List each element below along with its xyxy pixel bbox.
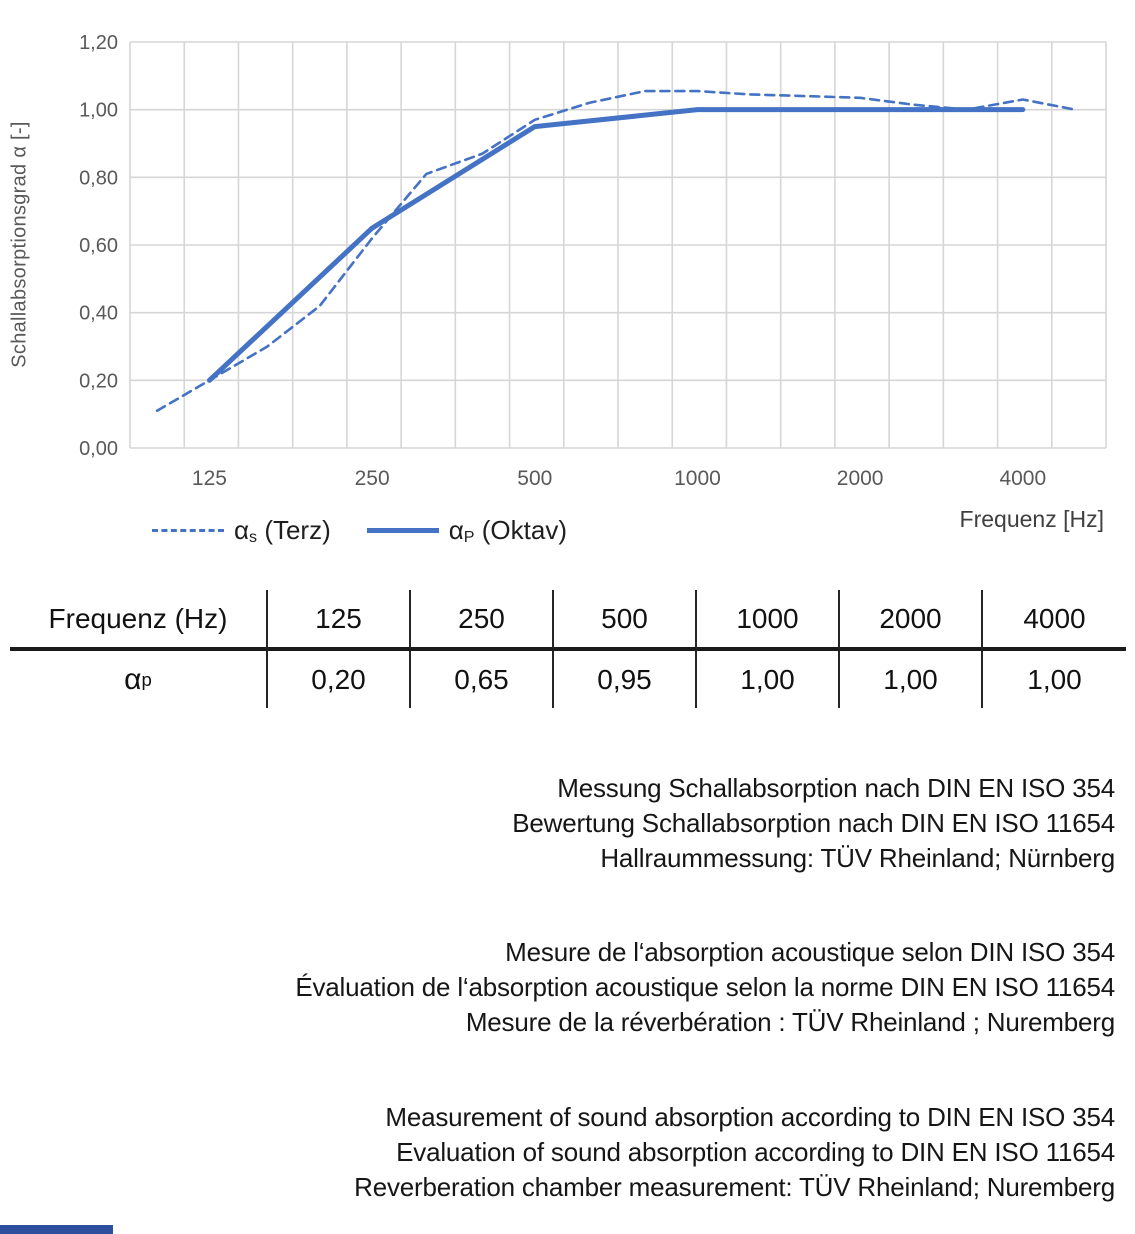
y-axis-title: Schallabsorptionsgrad α [-]: [8, 121, 31, 368]
legend-label-terz: αs (Terz): [234, 515, 331, 546]
text-line: Évaluation de l‘absorption acoustique se…: [295, 972, 1115, 1002]
y-tick-label: 1,00: [79, 100, 118, 122]
table-value-cell: 0,20: [268, 651, 411, 708]
frequency-table: Frequenz (Hz) 125 250 500 1000 2000 4000…: [10, 590, 1126, 708]
text-line: Hallraummessung: TÜV Rheinland; Nürnberg: [600, 843, 1115, 873]
x-axis-title: Frequenz [Hz]: [959, 506, 1104, 532]
text-line: Evaluation of sound absorption according…: [396, 1137, 1115, 1167]
table-header-cell: 4000: [983, 590, 1126, 651]
y-tick-label: 1,20: [79, 32, 118, 54]
solid-line-swatch: [366, 528, 439, 534]
text-line: Mesure de l‘absorption acoustique selon …: [505, 937, 1115, 967]
x-tick-label: 250: [355, 467, 390, 490]
x-tick-label: 2000: [837, 467, 884, 490]
y-tick-label: 0,20: [79, 370, 118, 392]
paragraph-french: Mesure de l‘absorption acoustique selon …: [40, 935, 1115, 1040]
table-header-cell: 2000: [840, 590, 983, 651]
table-header-label: Frequenz (Hz): [10, 590, 268, 651]
paragraph-english: Measurement of sound absorption accordin…: [40, 1100, 1115, 1205]
x-tick-label: 4000: [999, 467, 1046, 490]
text-line: Reverberation chamber measurement: TÜV R…: [354, 1172, 1115, 1202]
absorption-chart: 0,00 0,20 0,40 0,60 0,80 1,00 1,20 125 250 500 100…: [0, 0, 1135, 575]
x-tick-label: 500: [517, 467, 552, 490]
table-value-cell: 0,65: [411, 651, 554, 708]
text-line: Measurement of sound absorption accordin…: [385, 1102, 1115, 1132]
x-tick-label: 125: [192, 467, 227, 490]
paragraph-german: Messung Schallabsorption nach DIN EN ISO…: [40, 771, 1115, 876]
y-tick-label: 0,00: [79, 438, 118, 460]
table-value-cell: 1,00: [1027, 663, 1082, 695]
table-header-cell: 500: [554, 590, 697, 651]
text-line: Messung Schallabsorption nach DIN EN ISO…: [557, 773, 1115, 803]
legend-item-terz: αs (Terz): [152, 515, 331, 547]
table-value-cell: 1,00: [697, 651, 840, 708]
x-tick-label: 1000: [674, 467, 721, 490]
series-oktav: [206, 107, 1026, 383]
table-header-cell: 125: [268, 590, 411, 651]
table-header-cell: 1000: [697, 590, 840, 651]
chart-plot: 0,00 0,20 0,40 0,60 0,80 1,00 1,20 125 250 500 100…: [79, 32, 1107, 490]
chart-legend: αs (Terz) αP (Oktav): [152, 515, 567, 547]
series-terz: [155, 89, 1077, 413]
text-line: Bewertung Schallabsorption nach DIN EN I…: [512, 808, 1115, 838]
footer-accent-bar: [0, 1225, 113, 1234]
text-line: Mesure de la réverbération : TÜV Rheinla…: [465, 1007, 1115, 1037]
table-value-cell: 1,00: [840, 651, 983, 708]
y-tick-label: 0,60: [79, 235, 118, 257]
table-header-cell: 250: [411, 590, 554, 651]
y-tick-label: 0,40: [79, 303, 118, 325]
dashed-line-swatch: [152, 529, 224, 533]
table-value-cell: 0,95: [554, 651, 697, 708]
y-tick-label: 0,80: [79, 167, 118, 189]
legend-label-oktav: αP (Oktav): [448, 515, 567, 546]
legend-item-oktav: αP (Oktav): [366, 515, 567, 547]
